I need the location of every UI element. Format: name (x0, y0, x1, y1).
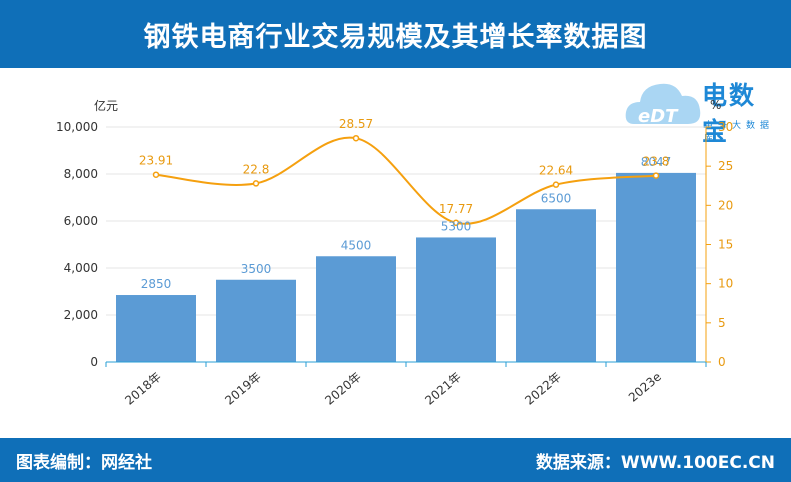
y2-tick-label: 15 (718, 238, 733, 252)
chart-area: 0 2,000 4,000 6,000 8,000 10,000 0 5 10 15 20 25 30%… (56, 98, 733, 408)
growth-point (252, 180, 260, 187)
x-tick-label: 2023e (626, 370, 664, 405)
growth-point (652, 172, 660, 179)
y-tick-label: 4,000 (64, 261, 98, 275)
bars (116, 172, 696, 362)
y2-tick-label: 10 (718, 277, 733, 291)
growth-point (352, 134, 360, 142)
growth-point (552, 181, 560, 188)
chart-title: 钢铁电商行业交易规模及其增长率数据图 (143, 21, 648, 53)
bar (216, 279, 296, 362)
growth-value-label: 28.57 (339, 117, 373, 131)
bar (116, 295, 196, 362)
bar-value-label: 6500 (541, 191, 572, 205)
y-tick-label: 6,000 (64, 214, 98, 228)
logo-mark: eDT (638, 106, 679, 127)
y-tick-label: 0 (90, 355, 98, 369)
x-tick-label: 2021年 (422, 370, 464, 408)
y2-tick-label: 30 (718, 120, 733, 134)
growth-value-label: 23.91 (139, 154, 173, 168)
growth-point (152, 171, 160, 178)
growth-value-label: 23.8 (643, 155, 670, 169)
bar (316, 256, 396, 362)
y-tick-label: 8,000 (64, 167, 98, 181)
y-tick-label: 10,000 (56, 120, 98, 134)
bar-value-label: 5300 (441, 219, 472, 233)
bar-value-label: 2850 (141, 277, 172, 291)
x-tick-label: 2022年 (522, 370, 564, 408)
footer-bar: 图表编制：网经社 数据来源：WWW.100EC.CN (0, 438, 791, 482)
bar-value-label: 4500 (341, 238, 372, 252)
footer-source-editor: 图表编制：网经社 (16, 452, 152, 473)
bar-value-label: 3500 (241, 262, 272, 276)
y2-tick-label: 0 (718, 355, 726, 369)
growth-line (152, 134, 660, 227)
growth-point (452, 219, 460, 227)
growth-value-label: 17.77 (439, 202, 473, 216)
y2-tick-label: 25 (718, 159, 733, 173)
logo-subtext: 电子大数据库 (704, 121, 775, 144)
header-bar: 钢铁电商行业交易规模及其增长率数据图 (0, 0, 791, 68)
growth-line-path (155, 136, 657, 225)
bar-value-label: 8047 (641, 155, 672, 169)
x-tick-label: 2018年 (122, 370, 164, 408)
growth-value-label: 22.64 (539, 164, 573, 178)
y-axis-label: 亿元 (94, 99, 119, 113)
bar (516, 209, 596, 362)
y2-tick-label: 20 (718, 198, 733, 212)
x-tick-label: 2020年 (322, 370, 364, 408)
bar (616, 172, 696, 362)
y2-axis-label: % (710, 98, 721, 112)
x-tick-label: 2019年 (222, 370, 264, 408)
bar (416, 237, 496, 362)
footer-data-source: 数据来源：WWW.100EC.CN (535, 452, 775, 473)
grid-lines (106, 126, 706, 316)
y-tick-label: 2,000 (64, 308, 98, 322)
data-labels: 2850 3500 4500 5300 6500 8047 23.91 22.8 28.57 17… (139, 117, 671, 291)
y2-tick-label: 5 (718, 316, 726, 330)
growth-value-label: 22.8 (243, 162, 270, 176)
cloud-icon: eDT (625, 83, 701, 127)
edt-logo: eDT 电数宝 电子大数据库 (624, 72, 780, 146)
